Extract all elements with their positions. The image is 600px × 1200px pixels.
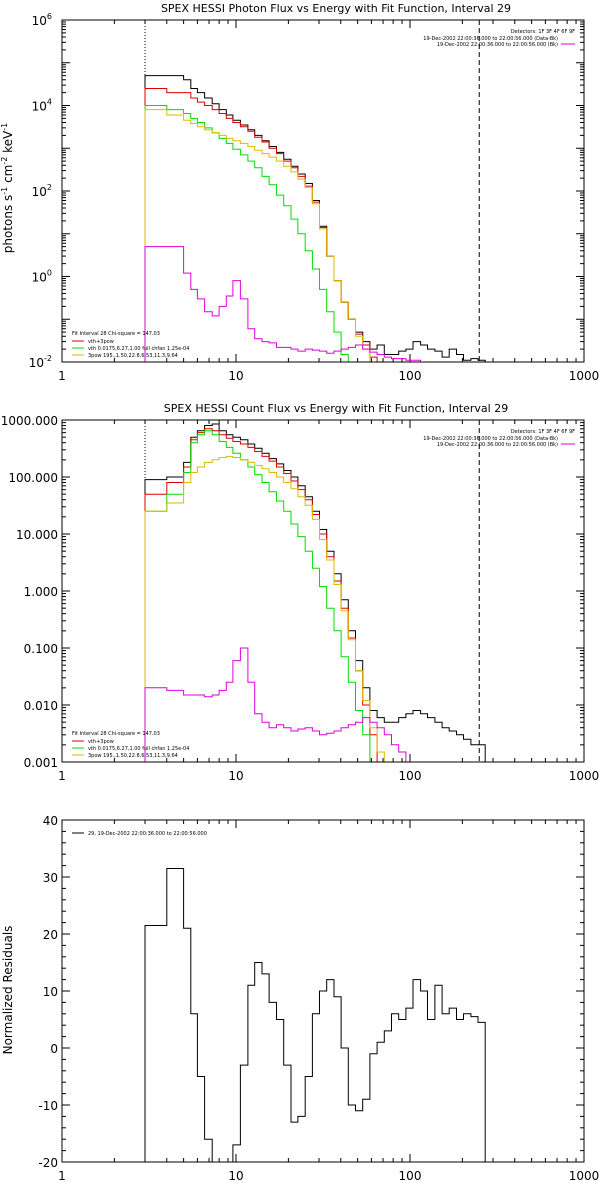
y-tick-label: 0.001 <box>24 756 58 770</box>
y-tick-label: 10-2 <box>29 354 52 370</box>
y-tick-label: -10 <box>38 1099 58 1113</box>
chart-title: SPEX HESSI Count Flux vs Energy with Fit… <box>164 402 508 415</box>
x-tick-label: 100 <box>399 369 422 383</box>
series-line-3 <box>144 109 378 362</box>
series-line-4 <box>144 647 414 762</box>
y-tick-label: 40 <box>43 814 58 828</box>
y-tick-label: 106 <box>32 12 52 28</box>
detectors-note: Detectors: 1F 3F 4F 6F 9F <box>511 29 575 35</box>
series-line-2 <box>144 105 356 362</box>
y-tick-label: 104 <box>32 98 52 114</box>
x-tick-label: 100 <box>399 1169 422 1183</box>
series-line-0 <box>144 423 486 762</box>
series-line-3 <box>144 455 392 762</box>
x-tick-label: 1000 <box>569 1169 600 1183</box>
series-line-2 <box>144 430 378 762</box>
y-tick-label: -20 <box>38 1156 58 1170</box>
y-tick-label: 1000.000 <box>1 414 58 428</box>
x-tick-label: 100 <box>399 769 422 783</box>
chart-title: SPEX HESSI Photon Flux vs Energy with Fi… <box>161 2 511 15</box>
y-axis-label: photons s-1 cm-2 keV-1 <box>0 123 15 254</box>
legend-label-total: vth+3pow <box>88 739 114 745</box>
y-tick-label: 30 <box>43 871 58 885</box>
series-line-4 <box>144 246 435 362</box>
series-line-0 <box>144 868 486 1162</box>
x-tick-label: 1000 <box>569 369 600 383</box>
x-tick-label: 1 <box>58 369 66 383</box>
plot-frame <box>61 819 585 1163</box>
time-note-data: 19-Dec-2002 22:00:36.000 to 22:00:56.000… <box>423 36 558 42</box>
x-tick-label: 10 <box>228 369 243 383</box>
y-tick-label: 1.000 <box>24 585 58 599</box>
legend-label-vth: vth 0.0175,6.27,1.00 full chfan 1.25e-04 <box>88 746 189 752</box>
time-note-bk: 19-Dec-2002 22:00:36.000 to 22:00:56.000… <box>437 442 558 448</box>
legend-label-3pow: 3pow 195.,1.50,22.8,6.53,11.3,9.64 <box>88 753 178 759</box>
legend-label-total: vth+3pow <box>88 339 114 345</box>
y-axis-label: Normalized Residuals <box>1 926 15 1055</box>
y-tick-label: 0 <box>50 1042 58 1056</box>
time-note-data: 19-Dec-2002 22:00:36.000 to 22:00:56.000… <box>423 436 558 442</box>
x-tick-label: 10 <box>228 769 243 783</box>
x-tick-label: 1 <box>58 1169 66 1183</box>
plot-frame <box>61 19 585 363</box>
detectors-note: Detectors: 1F 3F 4F 6F 9F <box>511 429 575 435</box>
x-tick-label: 1000 <box>569 769 600 783</box>
legend-label-3pow: 3pow 195.,1.50,22.8,6.53,11.3,9.64 <box>88 353 178 359</box>
y-tick-label: 0.100 <box>24 642 58 656</box>
series-line-1 <box>144 428 385 762</box>
y-tick-label: 10 <box>43 985 58 999</box>
series-line-1 <box>144 88 385 362</box>
y-tick-label: 100.000 <box>8 471 58 485</box>
legend-header: Fit Interval 28 Chi-square = 147.03 <box>72 731 160 737</box>
plot-frame <box>61 419 585 763</box>
series-line-0 <box>144 75 486 362</box>
x-tick-label: 1 <box>58 769 66 783</box>
y-tick-label: 20 <box>43 928 58 942</box>
x-tick-label: 10 <box>228 1169 243 1183</box>
y-tick-label: 10.000 <box>16 528 58 542</box>
panel-count-flux: SPEX HESSI Count Flux vs Energy with Fit… <box>1 402 600 783</box>
panel-photon-flux: SPEX HESSI Photon Flux vs Energy with Fi… <box>0 2 599 383</box>
legend-label-residual: 29, 19-Dec-2002 22:00:36.000 to 22:00:56… <box>88 831 207 837</box>
legend-header: Fit Interval 28 Chi-square = 147.03 <box>72 331 160 337</box>
y-tick-label: 102 <box>32 183 52 199</box>
y-tick-label: 100 <box>32 269 52 285</box>
time-note-bk: 19-Dec-2002 22:00:36.000 to 22:00:56.000… <box>437 42 558 48</box>
y-tick-label: 0.010 <box>24 699 58 713</box>
legend-label-vth: vth 0.0175,6.27,1.00 full chfan 1.25e-04 <box>88 346 189 352</box>
